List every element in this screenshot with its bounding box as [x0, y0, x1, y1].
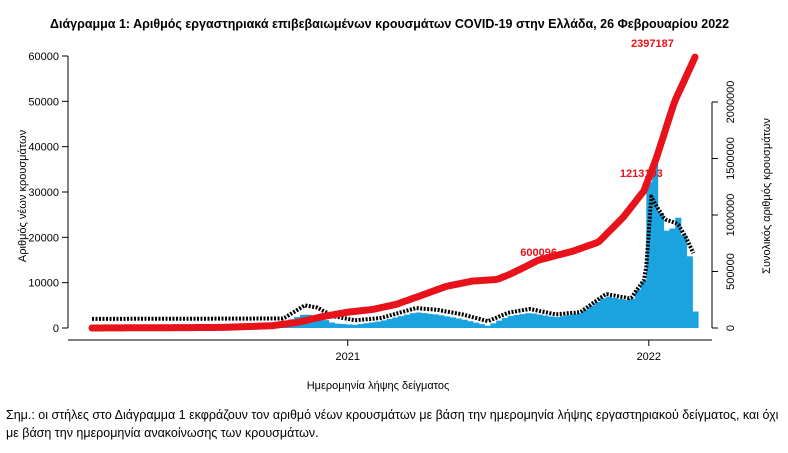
right-y-axis-label: Συνολικός αριθμός κρουσμάτων [761, 118, 773, 274]
daily-cases-bar [652, 161, 659, 328]
daily-cases-bar [444, 316, 451, 328]
daily-cases-bar [507, 315, 514, 328]
daily-cases-bar [686, 256, 693, 328]
daily-cases-bar [588, 305, 595, 328]
left-y-axis-label: Αριθμός νέων κρουσμάτων [17, 129, 29, 262]
daily-cases-bar [675, 217, 682, 328]
daily-cases-bar [663, 230, 670, 328]
right-y-tick-label: 0 [725, 325, 737, 331]
daily-cases-bar [380, 320, 387, 328]
left-y-tick-label: 50000 [28, 96, 59, 108]
daily-cases-bar [374, 321, 381, 328]
daily-cases-bar [646, 182, 653, 328]
daily-cases-bar [473, 322, 480, 328]
daily-cases-bar [600, 298, 607, 328]
daily-cases-bar [553, 317, 560, 328]
cumulative-annotation: 1213103 [620, 168, 663, 180]
right-y-tick-label: 1000000 [725, 194, 737, 237]
x-tick-label: 2021 [335, 351, 359, 363]
daily-cases-bar [623, 300, 630, 328]
daily-cases-bar [490, 323, 497, 328]
daily-cases-bar [421, 313, 428, 328]
daily-cases-bar [392, 317, 399, 328]
daily-cases-bar [328, 322, 335, 328]
chart-footnote: Σημ.: οι στήλες στο Διάγραμμα 1 εκφράζου… [6, 408, 779, 440]
daily-cases-bar [357, 324, 364, 328]
left-y-tick-label: 40000 [28, 142, 59, 154]
daily-cases-bar [536, 314, 543, 328]
cumulative-annotation: 600096 [520, 247, 557, 259]
daily-cases-bar [571, 314, 578, 328]
daily-cases-bar [438, 315, 445, 328]
daily-cases-bar [565, 315, 572, 328]
daily-cases-bar [559, 316, 566, 328]
daily-cases-bar [346, 324, 353, 328]
daily-cases-bar [386, 319, 393, 328]
daily-cases-bar [415, 312, 422, 328]
daily-cases-bar [657, 213, 664, 328]
daily-cases-bar [582, 309, 589, 328]
cumulative-cases-line [88, 53, 699, 332]
x-axis-label: Ημερομηνία λήψης δείγματος [307, 380, 450, 392]
daily-cases-bar [542, 315, 549, 328]
daily-cases-bar [519, 314, 526, 328]
daily-cases-bar [629, 298, 636, 328]
axes: 0 10000 20000 30000 40000 50000 60000 0 500000 10… [28, 51, 737, 363]
daily-cases-bar [577, 313, 584, 328]
daily-cases-bar [605, 296, 612, 328]
right-y-tick-label: 1500000 [725, 137, 737, 180]
right-y-tick-label: 500000 [725, 253, 737, 290]
daily-cases-bar [351, 324, 358, 328]
x-tick-label: 2022 [637, 351, 661, 363]
daily-cases-bar [450, 317, 457, 328]
daily-cases-bar [525, 313, 532, 328]
daily-cases-bar [669, 228, 676, 328]
left-y-tick-label: 20000 [28, 232, 59, 244]
daily-cases-bar [403, 314, 410, 328]
daily-cases-bar [681, 235, 688, 328]
daily-cases-bar [617, 299, 624, 328]
daily-cases-bar [513, 315, 520, 328]
daily-cases-bar [455, 318, 462, 328]
daily-cases-bar [611, 297, 618, 328]
daily-cases-bar [340, 324, 347, 328]
daily-cases-bar [496, 320, 503, 328]
daily-cases-bar [467, 321, 474, 328]
left-y-tick-label: 10000 [28, 278, 59, 290]
daily-cases-bar [502, 318, 509, 328]
daily-cases-bar [461, 319, 468, 328]
cumulative-cases-series [88, 53, 699, 332]
moving-average-line [92, 194, 696, 324]
daily-cases-bar [409, 313, 416, 328]
daily-cases-bar [323, 320, 330, 328]
daily-cases-bar [334, 323, 341, 328]
daily-cases-bar [432, 314, 439, 328]
annotations: 600096 1213103 2397187 [520, 38, 674, 259]
daily-cases-bar [478, 324, 485, 328]
daily-cases-bar [484, 325, 491, 328]
left-y-tick-label: 60000 [28, 51, 59, 63]
left-y-tick-label: 30000 [28, 187, 59, 199]
moving-average-series [92, 194, 696, 324]
daily-cases-bar [692, 311, 699, 328]
daily-cases-bar [363, 323, 370, 328]
daily-cases-bar [530, 313, 537, 328]
left-y-tick-label: 0 [53, 323, 59, 335]
cumulative-annotation: 2397187 [631, 38, 674, 50]
daily-cases-bar [317, 317, 324, 328]
daily-cases-bar [640, 281, 647, 328]
daily-cases-bar [426, 313, 433, 328]
daily-cases-bar [634, 290, 641, 328]
daily-cases-bar [398, 316, 405, 328]
right-y-tick-label: 2000000 [725, 81, 737, 124]
daily-cases-bar [369, 322, 376, 328]
daily-cases-bar [548, 316, 555, 328]
daily-cases-bar [594, 302, 601, 328]
chart-title: Διάγραμμα 1: Αριθμός εργαστηριακά επιβεβ… [50, 17, 729, 31]
